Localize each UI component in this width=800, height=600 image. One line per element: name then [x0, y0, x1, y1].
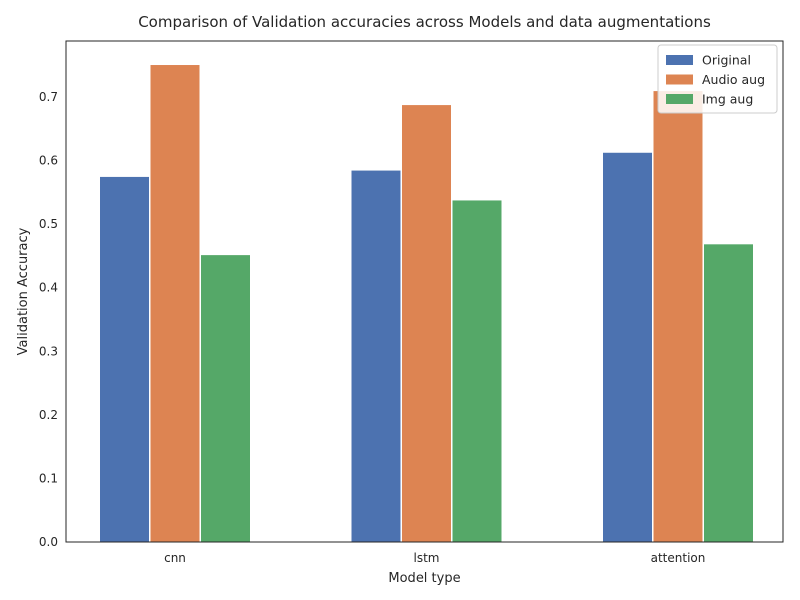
bar-audio-aug-attention [652, 90, 704, 543]
axes-frame [65, 40, 784, 543]
legend-label-img-aug: Img aug [702, 92, 753, 107]
y-tick-label: 0.1 [39, 471, 58, 485]
bar-original-cnn [99, 175, 150, 543]
y-tick-label: 0.2 [39, 408, 58, 422]
bar-audio-aug-lstm [401, 104, 452, 543]
bar-img-aug-attention [703, 243, 754, 543]
x-tick-label: lstm [414, 551, 440, 565]
bar-original-lstm [350, 169, 402, 543]
bar-audio-aug-cnn [149, 64, 201, 543]
bar-img-aug-cnn [200, 254, 251, 543]
legend-swatch-original [666, 55, 693, 65]
y-tick-label: 0.5 [39, 217, 58, 231]
y-tick-label: 0.6 [39, 154, 58, 168]
legend-label-original: Original [702, 53, 751, 68]
y-tick-label: 0.7 [39, 90, 58, 104]
y-tick-label: 0.4 [39, 281, 58, 295]
y-axis-ticks: 0.0 0.1 0.2 0.3 0.4 0.5 0.6 0.7 [39, 90, 58, 549]
x-axis-label: Model type [388, 571, 460, 586]
y-axis-label: Validation Accuracy [16, 227, 31, 355]
legend-swatch-audio-aug [666, 74, 693, 85]
x-axis-ticks: cnn lstm attention [164, 551, 705, 565]
bar-img-aug-lstm [451, 199, 503, 543]
chart-title: Comparison of Validation accuracies acro… [138, 13, 711, 31]
y-tick-label: 0.3 [39, 344, 58, 358]
legend: Original Audio aug Img aug [657, 44, 778, 114]
x-tick-label: attention [651, 551, 706, 565]
y-tick-label: 0.0 [39, 535, 58, 549]
x-tick-label: cnn [164, 551, 186, 565]
bars-group [99, 64, 754, 543]
legend-label-audio-aug: Audio aug [702, 72, 765, 87]
bar-original-attention [602, 151, 653, 543]
legend-swatch-img-aug [666, 94, 693, 104]
